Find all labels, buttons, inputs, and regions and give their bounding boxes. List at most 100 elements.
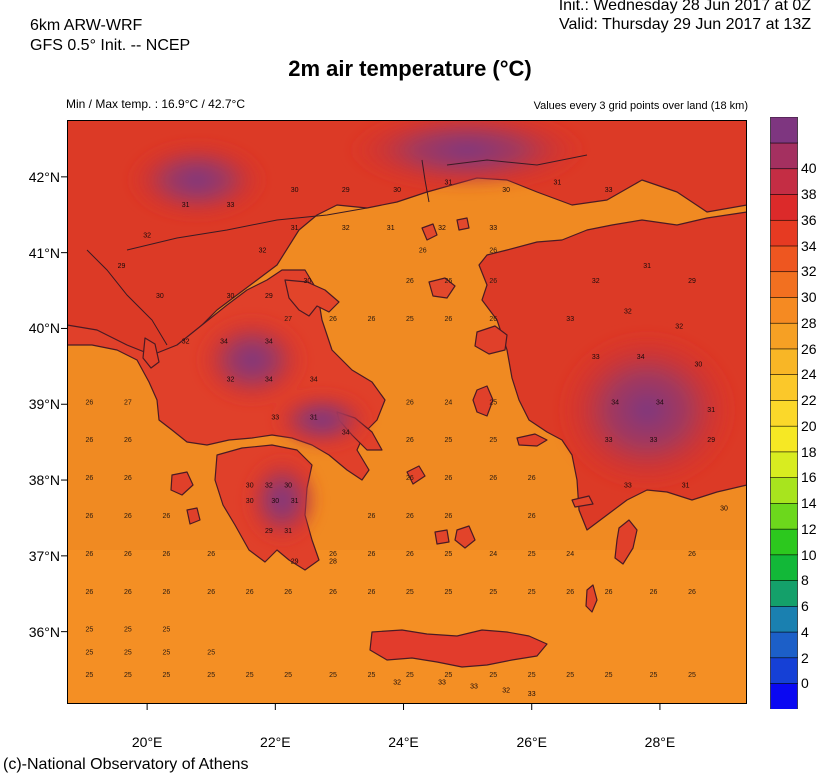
colorbar-label: 40 [801, 160, 817, 177]
rhodes-island [614, 519, 638, 565]
sea-temp-value: 25 [528, 551, 536, 558]
heat-core-anatolia [557, 330, 737, 490]
colorbar-label: 8 [801, 572, 809, 589]
land-temp-value: 32 [342, 225, 350, 232]
sea-temp-value: 26 [406, 399, 414, 406]
sea-temp-value: 25 [124, 627, 132, 634]
land-temp-value: 30 [695, 361, 703, 368]
andros-island [406, 465, 426, 485]
colorbar-label: 36 [801, 211, 817, 228]
sea-temp-value: 25 [445, 551, 453, 558]
land-temp-value: 29 [265, 528, 273, 535]
colorbar-box [770, 168, 798, 195]
model-name: 6km ARW-WRF [30, 17, 143, 34]
sea-temp-value: 26 [246, 589, 254, 596]
land-temp-value: 30 [271, 498, 279, 505]
sea-temp-value: 27 [284, 316, 292, 323]
colorbar-label: 24 [801, 366, 817, 383]
land-temp-value: 31 [284, 528, 292, 535]
land-temp-value: 32 [675, 323, 683, 330]
model-init-source: GFS 0.5° Init. -- NCEP [30, 37, 191, 54]
land-temp-value: 32 [143, 233, 151, 240]
land-temp-value: 34 [637, 354, 645, 361]
sea-temp-value: 26 [368, 589, 376, 596]
chalkidiki-land [284, 279, 340, 317]
lon-label-20e: 20°E [131, 734, 163, 750]
colorbar-label: 26 [801, 340, 817, 357]
land-temp-value: 30 [227, 293, 235, 300]
land-temp-value: 33 [438, 680, 446, 687]
sea-temp-value: 26 [650, 589, 658, 596]
colorbar-label: 34 [801, 237, 817, 254]
colorbar-box [770, 451, 798, 478]
land-temp-value: 31 [445, 179, 453, 186]
lon-label-28e: 28°E [644, 734, 676, 750]
colorbar-box [770, 425, 798, 453]
sea-temp-value: 25 [650, 672, 658, 679]
land-temp-value: 30 [304, 278, 312, 285]
colorbar-label: 4 [801, 623, 809, 640]
init-time: Init.: Wednesday 28 Jun 2017 at 0Z [558, 0, 811, 14]
bulgaria-turkey-border [446, 154, 588, 166]
sea-temp-value: 26 [688, 589, 696, 596]
lon-label-22e: 22°E [260, 734, 291, 750]
land-temp-value: 31 [291, 498, 299, 505]
land-temp-value: 33 [528, 691, 536, 698]
sea-temp-value: 25 [163, 649, 171, 656]
sea-temp-value: 25 [86, 649, 94, 656]
sea-temp-value: 26 [207, 551, 215, 558]
sea-temp-value: 25 [86, 672, 94, 679]
limnos-island [428, 277, 456, 299]
land-temp-value: 31 [182, 202, 190, 209]
colorbar-label: 14 [801, 495, 817, 512]
sea-temp-value: 26 [86, 399, 94, 406]
land-temp-value: 32 [227, 377, 235, 384]
colorbar-box [770, 579, 798, 607]
sea-temp-value: 25 [445, 589, 453, 596]
land-temp-value: 31 [682, 483, 690, 490]
chios-island [472, 385, 494, 417]
sea-temp-value: 25 [566, 672, 574, 679]
sea-temp-value: 25 [207, 649, 215, 656]
land-temp-value: 32 [502, 687, 510, 694]
heat-cores [127, 120, 737, 545]
colorbar-box [770, 477, 798, 504]
sea-temp-value: 26 [86, 589, 94, 596]
sea-temp-value: 26 [406, 278, 414, 285]
lat-label-36n: 36°N [28, 623, 60, 640]
colorbar-label: 2 [801, 649, 809, 666]
colorbar-box [770, 193, 798, 221]
grid-values-note: Values every 3 grid points over land (18… [533, 100, 748, 112]
land-temp-value: 31 [310, 414, 318, 421]
land-temp-value: 33 [605, 187, 613, 194]
sea-temp-value: 25 [284, 672, 292, 679]
colorbar-label: 6 [801, 598, 809, 615]
land-temp-value: 31 [643, 263, 651, 270]
sea-temp-value: 25 [688, 672, 696, 679]
sea-temp-value: 26 [86, 513, 94, 520]
heat-core-central-greece [272, 390, 372, 450]
sea-temp-value: 26 [445, 278, 453, 285]
land-temp-value: 32 [259, 248, 267, 255]
colorbar-label: 38 [801, 186, 817, 203]
land-temp-value: 30 [291, 187, 299, 194]
crete-island [369, 629, 548, 668]
sea-temp-value: 25 [605, 672, 613, 679]
colorbar-box [770, 219, 798, 247]
heat-core-macedonia [127, 140, 267, 220]
temperature-values: 26 27 26 26 26 26 26 26 26 26 26 26 26 26 26 26 26 26 25 25… [86, 179, 728, 698]
sea-temp-value: 26 [528, 475, 536, 482]
greece-turkey-border [421, 159, 430, 203]
land-temp-value: 33 [271, 414, 279, 421]
land-temp-value: 33 [624, 483, 632, 490]
samos-island [516, 433, 548, 447]
sea-temp-value: 24 [445, 399, 453, 406]
land-temp-value: 29 [342, 187, 350, 194]
lat-label-38n: 38°N [28, 472, 60, 489]
albania-greece-border [86, 249, 168, 346]
sea-temp-value: 26 [489, 475, 497, 482]
land-temp-value: 29 [291, 558, 299, 565]
land-temp-value: 29 [688, 278, 696, 285]
sea-south-band [67, 550, 747, 704]
colorbar-label: 28 [801, 314, 817, 331]
